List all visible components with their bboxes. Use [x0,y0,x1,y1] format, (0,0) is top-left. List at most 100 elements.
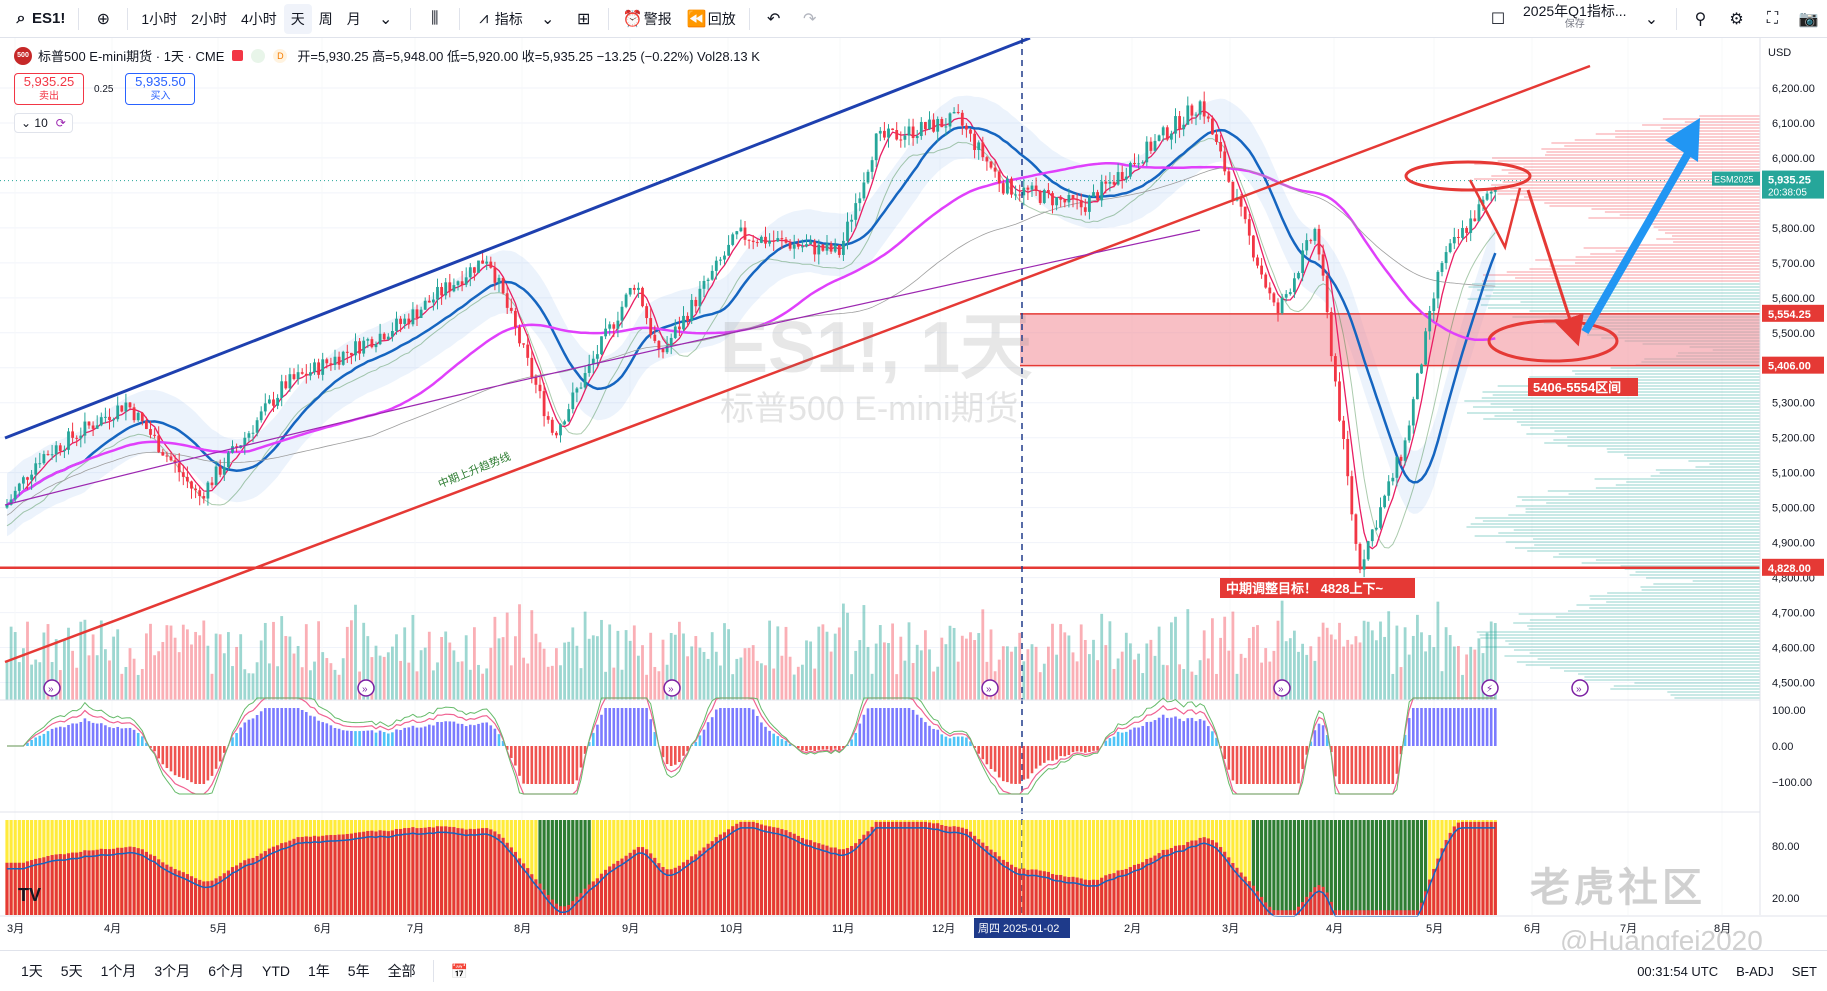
interval-1h[interactable]: 1小时 [141,10,178,27]
add-symbol-button[interactable]: ⊕ [85,4,121,34]
volume-bar [22,648,25,700]
bottom-ellipse[interactable] [1487,319,1619,363]
osc-bar [1448,832,1452,915]
candle-body [1334,356,1337,382]
profile-row [1537,658,1760,660]
osc-bg-bar [1411,820,1415,915]
interval-1d[interactable]: 天 [283,3,312,34]
support-zone[interactable] [1020,313,1760,366]
interval-2h[interactable]: 2小时 [191,10,227,27]
candle-body [842,240,845,255]
indicators-button[interactable]: ⩘ 指标 [466,4,530,34]
interval-dropdown[interactable]: ⌄ [368,4,404,34]
range-ytd[interactable]: YTD [261,963,290,979]
interval-1m[interactable]: 月 [346,10,361,27]
osc-bg-bar [1391,820,1395,915]
volume-bar [1325,627,1329,700]
macd-hist-bar [739,708,743,746]
range-5d[interactable]: 5天 [60,963,83,979]
osc-bar [542,889,546,915]
goto-date-button[interactable]: 📅 [442,963,477,980]
sync-icon[interactable]: ⟳ [55,116,66,130]
top-ellipse[interactable] [1404,160,1532,192]
clock-time[interactable]: 00:31:54 UTC [1637,964,1719,979]
sell-button[interactable]: 5,935.25 卖出 [14,73,84,105]
templates-button[interactable]: ⊞ [566,4,602,34]
volume-bar [91,634,95,700]
osc-bar [423,827,427,915]
profile-row [1492,157,1760,159]
range-1d[interactable]: 1天 [21,963,43,979]
chart-area[interactable]: ES1!, 1天 标普500 E-mini期货 中期上升趋势线 5406-555… [0,36,1827,950]
layout-title[interactable]: 2025年Q1指标... 保存 [1516,4,1634,34]
range-all[interactable]: 全部 [387,963,416,979]
range-6m[interactable]: 6个月 [208,963,244,979]
blue-arrow-shaft[interactable] [1581,148,1694,334]
snapshot-button[interactable]: 📷 [1791,4,1827,34]
osc-bar [509,847,513,915]
range-5y[interactable]: 5年 [347,963,370,979]
upper-channel-line[interactable] [4,36,1031,440]
osc-bar [1309,891,1313,915]
volume-bar [723,623,726,700]
macd-hist-bar [973,746,976,748]
alert-button[interactable]: ⏰ 警报 [615,4,679,34]
redo-button[interactable]: ↷ [792,4,828,34]
candle-body [1473,218,1477,222]
indicators-dropdown[interactable]: ⌄ [530,4,566,34]
set-toggle[interactable]: SET [1791,964,1817,979]
undo-button[interactable]: ↶ [756,4,792,34]
badj-toggle[interactable]: B-ADJ [1736,964,1774,979]
symbol-search[interactable]: ⌕ ES1! [0,4,72,34]
macd-hist-bar [354,731,357,746]
flag-icon[interactable] [232,50,244,61]
volume-bar [1092,639,1095,700]
blue-arrow-head[interactable] [1665,118,1700,162]
symbol-title[interactable]: 标普500 E-mini期货 · 1天 · CME [38,49,225,64]
ma-90-line [6,167,1496,516]
range-1y[interactable]: 1年 [307,963,330,979]
layout-select-button[interactable]: ☐ [1480,4,1516,34]
osc-bar [42,857,46,915]
layout-dropdown[interactable]: ⌄ [1634,4,1670,34]
osc-bg-bar [1333,820,1337,915]
indicator-toggle[interactable]: ⌄ 10 ⟳ [14,113,73,133]
replay-button[interactable]: ⏪ 回放 [679,4,743,34]
osc-bar [718,834,722,915]
mid-trend-line[interactable] [4,64,1591,664]
candle-body [1198,101,1202,115]
osc-bar [845,848,850,915]
macd-hist-bar [1379,746,1382,784]
red-arrow-2[interactable] [1526,189,1584,347]
profile-row [1513,649,1760,651]
chart-canvas[interactable]: ES1!, 1天 标普500 E-mini期货 中期上升趋势线 5406-555… [0,36,1827,950]
interval-1w[interactable]: 周 [318,10,333,27]
macd-hist-bar [206,746,210,781]
settings-button[interactable]: ⚙ [1719,4,1755,34]
osc-bar [62,854,66,915]
osc-bar [698,850,702,915]
macd-hist-bar [452,721,456,746]
candle-body [747,239,751,241]
candle-body [846,221,849,241]
volume-bar [977,633,981,700]
tradingview-logo-icon[interactable]: TV [18,885,42,905]
buy-button[interactable]: 5,935.50 买入 [125,73,196,105]
event-markers[interactable]: »»»»» ⚡» [43,679,1589,697]
volume-bar [423,647,427,700]
quick-search-button[interactable]: ⚲ [1683,4,1719,34]
time-axis[interactable]: 3月 4月 5月 6月 7月 8月 9月 10月 11月 12月 周四 2025-01-02 2月 3月… [7,918,1731,938]
fullscreen-button[interactable]: ⛶ [1755,4,1791,34]
volume-bar [1489,621,1493,700]
price-axis[interactable]: 6,200.006,100.006,000.005,900.005,800.00… [1712,47,1824,905]
profile-row [1529,268,1760,270]
interval-4h[interactable]: 4小时 [240,10,277,27]
red-arrow-1[interactable] [1468,179,1522,251]
volume-bar [1424,651,1427,700]
candle-body [231,446,234,453]
range-3m[interactable]: 3个月 [154,963,191,979]
macd-hist-bar [100,723,103,746]
candle-body [1010,178,1013,195]
range-1m[interactable]: 1个月 [100,963,137,979]
chart-type-button[interactable]: ⫼ [417,4,453,34]
